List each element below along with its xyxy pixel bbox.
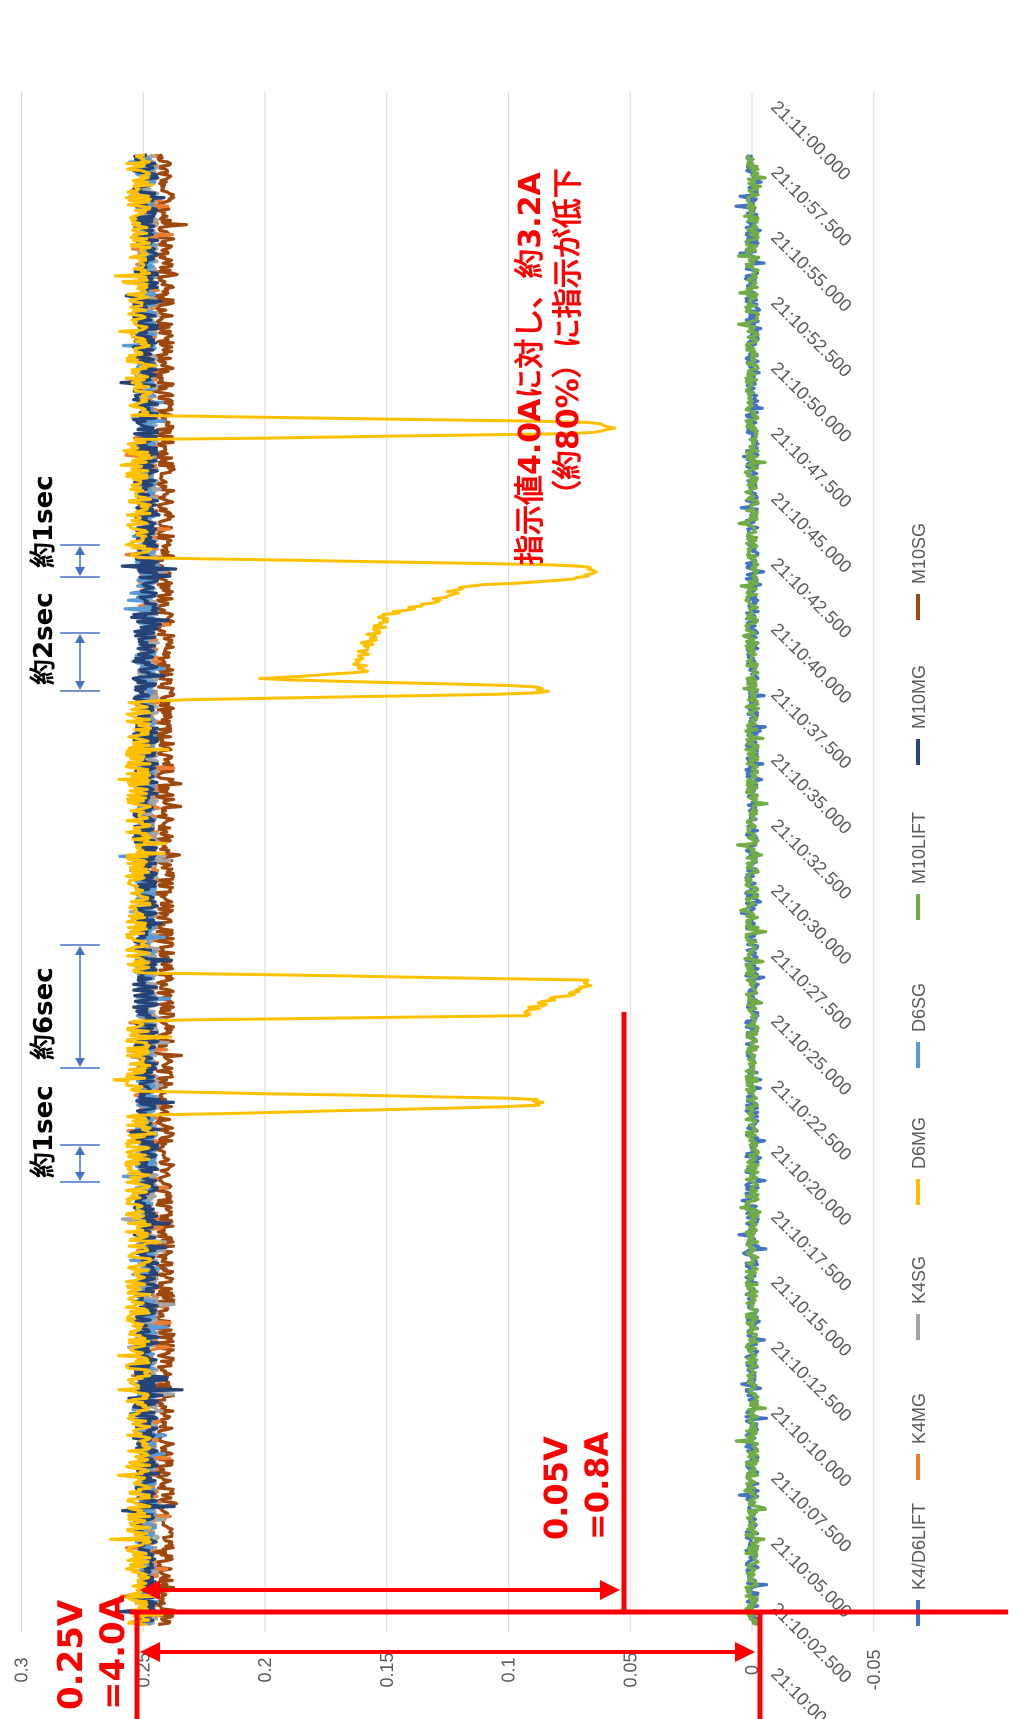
y-tick-label: 0.15 xyxy=(377,1652,397,1687)
y-tick-label: 0.05 xyxy=(620,1652,640,1687)
series-m10lift xyxy=(734,153,769,1626)
arrow-head xyxy=(735,1642,755,1662)
scale-label-2: =4.0A xyxy=(93,1594,133,1710)
scale-label-1: 0.25V xyxy=(51,1599,91,1710)
legend-label: K4MG xyxy=(909,1393,929,1444)
legend-label: M10MG xyxy=(909,665,929,729)
duration-label: 約6sec xyxy=(28,967,59,1060)
small-scale-label-1: 0.05V xyxy=(537,1436,575,1540)
x-axis-ticks: 21:10:00.00021:10:02.50021:10:05.00021:1… xyxy=(767,97,855,1719)
legend-label: D6MG xyxy=(909,1117,929,1169)
y-tick-label: 0 xyxy=(742,1665,762,1675)
duration-arrowhead xyxy=(75,567,85,576)
note-line-1: 指示値4.0Aに対し、約3.2A xyxy=(513,171,548,565)
legend-label: K4SG xyxy=(909,1256,929,1304)
arrow-head xyxy=(600,1580,620,1600)
small-scale-label-2: =0.8A xyxy=(578,1432,616,1541)
y-tick-label: -0.05 xyxy=(864,1649,884,1690)
duration-arrowhead xyxy=(75,1058,85,1067)
annotations: 0.25V =4.0A 0.05V =0.8A 指示値4.0Aに対し、約3.2A （約80… xyxy=(28,168,1008,1719)
legend-label: K4/D6LIFT xyxy=(909,1503,929,1590)
duration-arrowhead xyxy=(75,681,85,690)
duration-label: 約1sec xyxy=(28,1085,59,1178)
note-line-2: （約80%）に指示が低下 xyxy=(551,168,586,510)
y-tick-label: 0.3 xyxy=(12,1657,32,1682)
y-tick-label: 0.2 xyxy=(255,1657,275,1682)
duration-arrowhead xyxy=(75,634,85,643)
legend-label: M10LIFT xyxy=(909,812,929,884)
legend-label: M10SG xyxy=(909,523,929,584)
legend-label: D6SG xyxy=(909,983,929,1032)
duration-arrowhead xyxy=(75,1146,85,1155)
y-tick-label: 0.1 xyxy=(499,1657,519,1682)
duration-label: 約1sec xyxy=(28,475,59,568)
duration-arrowhead xyxy=(75,546,85,555)
duration-label: 約2sec xyxy=(28,592,59,685)
arrow-head xyxy=(140,1580,160,1600)
series-d6mg xyxy=(109,153,617,1626)
duration-arrowhead xyxy=(75,946,85,955)
y-axis-ticks: 0.3 0.25 0.2 0.15 0.1 0.05 0 -0.05 xyxy=(12,1649,884,1690)
duration-arrowhead xyxy=(75,1172,85,1181)
legend: K4/D6LIFT K4MG K4SG D6MG D6SG M10LIFT M10MG M10… xyxy=(909,523,929,1626)
arrow-head xyxy=(140,1642,160,1662)
series-lines xyxy=(109,153,769,1627)
